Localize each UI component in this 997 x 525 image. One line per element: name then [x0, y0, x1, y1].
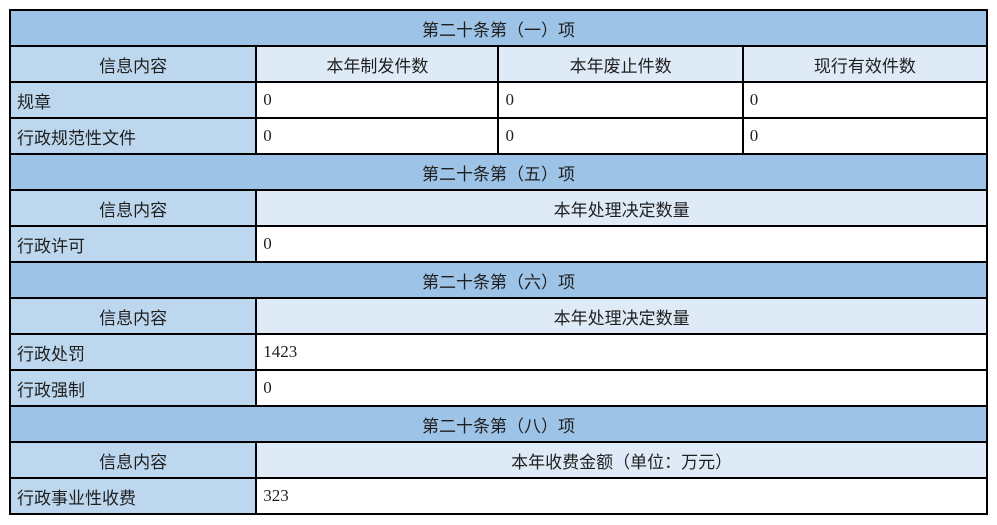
cell-value: 323: [255, 477, 988, 515]
cell-value: 0: [741, 117, 989, 155]
section-4-header-row: 信息内容 本年收费金额（单位：万元）: [8, 441, 988, 479]
section-2-header-row: 信息内容 本年处理决定数量: [8, 189, 988, 227]
row-label-administrative-coercion: 行政强制: [8, 369, 258, 407]
row-label-rules: 规章: [8, 81, 258, 119]
section-1-col-header-info: 信息内容: [8, 45, 258, 83]
section-1-col-header-repealed: 本年废止件数: [497, 45, 744, 83]
table-row: 规章 0 0 0: [8, 81, 989, 119]
section-1-col-header-issued: 本年制发件数: [255, 45, 500, 83]
cell-value: 0: [255, 369, 988, 407]
section-4-col-header-fees: 本年收费金额（单位：万元）: [255, 441, 988, 479]
section-4-title-row: 第二十条第（八）项: [9, 405, 988, 443]
section-3-col-header-info: 信息内容: [8, 297, 258, 335]
cell-value: 0: [255, 117, 500, 155]
cell-value: 0: [497, 81, 744, 119]
row-label-administrative-licensing: 行政许可: [8, 225, 258, 263]
section-1-title: 第二十条第（一）项: [9, 9, 988, 47]
section-1-col-header-effective: 现行有效件数: [741, 45, 989, 83]
section-2-col-header-info: 信息内容: [8, 189, 258, 227]
section-4-col-header-info: 信息内容: [8, 441, 258, 479]
table-row: 行政许可 0: [8, 225, 988, 263]
section-4-title: 第二十条第（八）项: [9, 405, 988, 443]
section-1-title-row: 第二十条第（一）项: [9, 9, 988, 47]
cell-value: 0: [741, 81, 989, 119]
row-label-normative-documents: 行政规范性文件: [8, 117, 258, 155]
table-row: 行政规范性文件 0 0 0: [8, 117, 989, 155]
cell-value: 0: [255, 225, 988, 263]
cell-value: 0: [255, 81, 500, 119]
section-1-header-row: 信息内容 本年制发件数 本年废止件数 现行有效件数: [8, 45, 989, 83]
cell-value: 1423: [255, 333, 988, 371]
section-3-title-row: 第二十条第（六）项: [9, 261, 988, 299]
section-3-title: 第二十条第（六）项: [9, 261, 988, 299]
section-3-col-header-decisions: 本年处理决定数量: [255, 297, 988, 335]
section-2-title-row: 第二十条第（五）项: [9, 153, 988, 191]
row-label-administrative-fees: 行政事业性收费: [8, 477, 258, 515]
table-row: 行政强制 0: [8, 369, 988, 407]
table-row: 行政事业性收费 323: [8, 477, 988, 515]
section-3-header-row: 信息内容 本年处理决定数量: [8, 297, 988, 335]
cell-value: 0: [497, 117, 744, 155]
section-2-col-header-decisions: 本年处理决定数量: [255, 189, 988, 227]
row-label-administrative-penalty: 行政处罚: [8, 333, 258, 371]
annual-report-table: 第二十条第（一）项 信息内容 本年制发件数 本年废止件数 现行有效件数 规章 0…: [8, 9, 989, 515]
section-2-title: 第二十条第（五）项: [9, 153, 988, 191]
table-row: 行政处罚 1423: [8, 333, 988, 371]
